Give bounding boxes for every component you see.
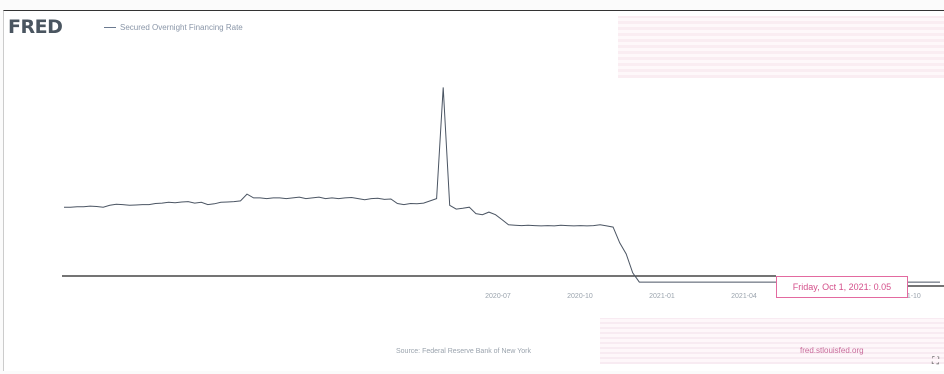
footer-artifact-band: [600, 318, 944, 364]
scan-artifact-band: [618, 16, 944, 78]
fullscreen-icon[interactable]: ⛶: [932, 356, 939, 367]
site-link[interactable]: fred.stlouisfed.org: [800, 346, 864, 355]
x-tick-label: 2021-10: [895, 293, 921, 300]
hover-tooltip: Friday, Oct 1, 2021: 0.05: [776, 276, 908, 298]
legend-line-swatch: [104, 27, 116, 29]
fred-logo[interactable]: FRED: [8, 16, 63, 38]
x-tick-label: 2021-04: [731, 293, 757, 300]
source-note: Source: Federal Reserve Bank of New York: [396, 348, 532, 355]
x-tick-label: 2020-07: [485, 293, 511, 300]
series-group: [64, 87, 940, 283]
series-line-0[interactable]: [64, 87, 940, 283]
x-tick-label: 2020-10: [567, 293, 593, 300]
legend-label: Secured Overnight Financing Rate: [120, 23, 243, 32]
x-tick-label: 2021-01: [649, 293, 675, 300]
chart-legend: Secured Overnight Financing Rate: [104, 23, 243, 32]
